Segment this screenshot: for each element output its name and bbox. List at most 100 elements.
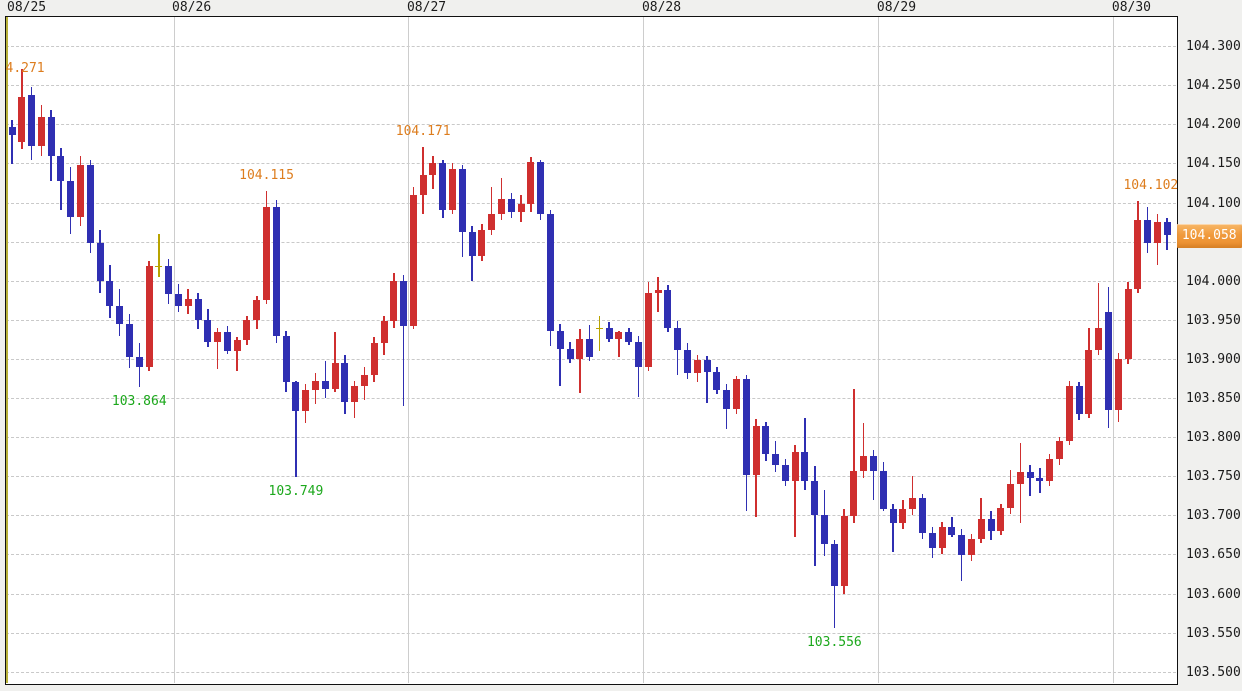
gridline-horizontal <box>5 632 1176 634</box>
candle-body <box>311 380 319 391</box>
candle-body <box>595 327 603 330</box>
candle-body <box>811 480 819 516</box>
candle-body <box>664 290 672 328</box>
candle-wick <box>960 529 963 582</box>
candle-body <box>1104 312 1112 410</box>
gridline-horizontal <box>5 554 1176 556</box>
price-tick-label: 104.100 <box>1186 195 1241 211</box>
gridline-horizontal <box>5 46 1176 48</box>
high-annotation: 4.271 <box>5 60 45 76</box>
candle-wick <box>853 389 855 524</box>
candle-body <box>1016 471 1024 485</box>
candle-wick <box>216 327 219 370</box>
candle-body <box>498 198 505 215</box>
candle-wick <box>324 360 327 399</box>
candle-body <box>918 498 926 534</box>
price-tick-label: 103.950 <box>1186 312 1241 328</box>
candle-body <box>821 515 829 545</box>
candle-body <box>938 527 946 549</box>
candle-body <box>605 327 613 340</box>
candle-body <box>429 163 437 176</box>
candle-wick <box>295 380 297 478</box>
session-marker-line <box>6 17 8 683</box>
candle-body <box>742 379 750 475</box>
candle-body <box>488 214 496 230</box>
candle-body <box>400 280 408 327</box>
plot-area[interactable]: 4.271 104.115 104.171 104.102 103.864 103.749… <box>4 16 1178 685</box>
candle-body <box>86 165 94 244</box>
candle-body <box>791 452 799 481</box>
date-label: 08/25 <box>7 0 47 15</box>
date-label: 08/27 <box>406 0 447 15</box>
candle-body <box>899 509 907 524</box>
candle-body <box>8 126 16 135</box>
candle-wick <box>1097 283 1100 356</box>
candle-body <box>116 305 124 324</box>
gridline-horizontal <box>5 398 1176 400</box>
price-tick-label: 103.500 <box>1186 664 1241 680</box>
candle-body <box>478 229 486 256</box>
low-annotation: 103.556 <box>806 635 862 650</box>
candle-body <box>57 155 65 181</box>
high-annotation: 104.115 <box>239 167 294 183</box>
candle-wick <box>911 476 914 516</box>
candle-wick <box>618 330 620 358</box>
candle-body <box>752 426 760 475</box>
candle-wick <box>794 445 796 537</box>
candle-body <box>850 470 858 517</box>
candle-body <box>576 339 584 359</box>
gridline-horizontal <box>5 163 1176 165</box>
candle-body <box>302 390 310 412</box>
candle-body <box>77 165 85 217</box>
candle-body <box>106 280 114 306</box>
candle-wick <box>402 274 405 406</box>
candle-body <box>321 380 329 389</box>
candle-body <box>165 265 173 295</box>
candle-body <box>625 332 633 342</box>
gridline-vertical <box>1113 17 1115 683</box>
price-tick-label: 104.250 <box>1186 78 1241 94</box>
candle-body <box>380 321 388 344</box>
candle-wick <box>11 120 13 165</box>
candle-body <box>615 332 623 340</box>
gridline-horizontal <box>5 515 1176 517</box>
gridline-horizontal <box>5 241 1176 243</box>
candle-body <box>282 335 290 383</box>
candle-body <box>977 519 985 539</box>
candle-body <box>204 319 212 342</box>
gridline-horizontal <box>5 202 1176 204</box>
candle-body <box>184 298 192 306</box>
candle-body <box>517 204 525 212</box>
candle-body <box>28 94 36 147</box>
price-axis[interactable]: 104.058 104.300 104.250 104.200 104.150 104.… <box>1176 16 1242 691</box>
candle-body <box>860 455 868 471</box>
candle-body <box>37 116 45 147</box>
candle-body <box>1095 327 1103 350</box>
candle-wick <box>500 177 503 220</box>
candle-body <box>1046 459 1054 481</box>
candle-body <box>419 175 427 195</box>
price-tick-label: 103.850 <box>1186 391 1241 407</box>
gridline-vertical <box>173 17 175 683</box>
date-axis[interactable]: 08/25 08/26 08/27 08/28 08/29 08/30 <box>0 0 1242 16</box>
price-tick-label: 103.650 <box>1186 547 1241 563</box>
candle-body <box>507 198 515 212</box>
candle-body <box>47 116 55 156</box>
candle-body <box>909 498 917 510</box>
candle-body <box>781 465 789 481</box>
candle-wick <box>951 516 953 538</box>
candle-body <box>1124 288 1132 359</box>
price-tick-label: 103.800 <box>1186 430 1241 446</box>
price-tick-label: 103.700 <box>1186 508 1241 524</box>
candle-wick <box>814 466 816 567</box>
price-tick-label: 104.300 <box>1186 39 1241 55</box>
candle-body <box>1163 222 1171 236</box>
date-label: 08/26 <box>172 0 212 15</box>
candle-body <box>958 534 966 556</box>
candle-body <box>1036 477 1044 481</box>
price-tick-label: 104.150 <box>1186 156 1241 172</box>
candle-body <box>223 331 231 352</box>
candle-body <box>135 357 143 367</box>
date-label: 08/28 <box>641 0 682 15</box>
candle-body <box>155 265 163 268</box>
